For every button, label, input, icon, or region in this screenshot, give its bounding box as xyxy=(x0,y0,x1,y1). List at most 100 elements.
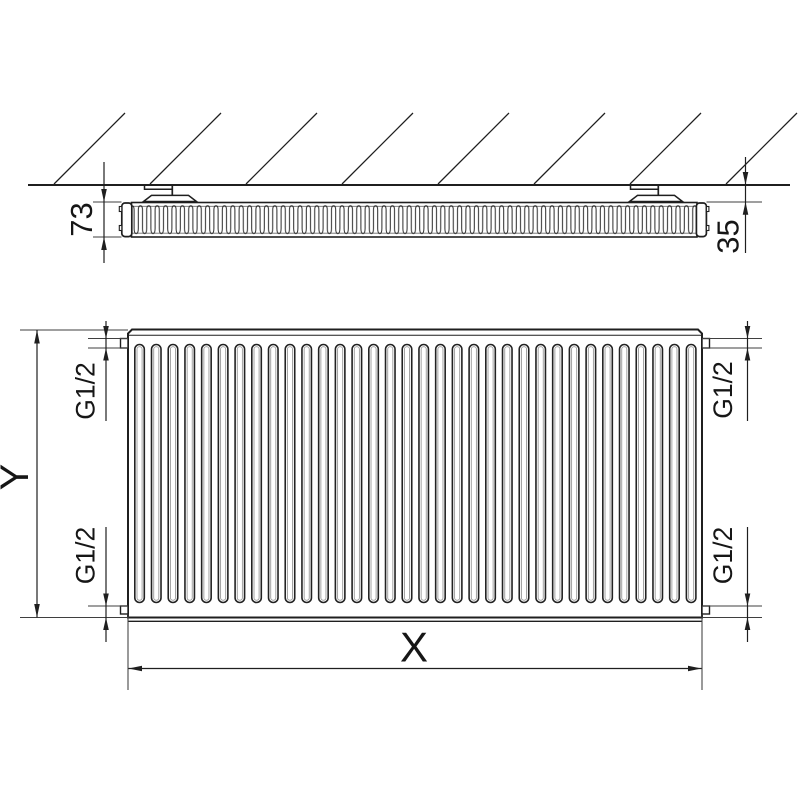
hatch-line xyxy=(53,112,126,185)
rib xyxy=(134,343,146,604)
hatch-line xyxy=(341,112,414,185)
rib xyxy=(518,343,530,604)
rib xyxy=(635,343,647,604)
rib xyxy=(351,343,363,604)
rib xyxy=(602,343,614,604)
mounting-bracket-left xyxy=(141,185,199,203)
wall-distance-dimension: 35 xyxy=(706,157,762,254)
rib-inner-line xyxy=(153,346,160,601)
rib-inner-line xyxy=(186,346,193,601)
rib-inner-line xyxy=(470,346,477,601)
arrowhead-up xyxy=(34,330,40,344)
rib-inner-line xyxy=(437,346,444,601)
rib-inner-line xyxy=(604,346,611,601)
rib xyxy=(317,343,329,604)
arrowhead-left xyxy=(128,665,142,672)
arrowhead-up xyxy=(101,237,107,250)
rib-inner-line xyxy=(320,346,327,601)
mounting-bracket-right xyxy=(627,185,685,203)
rib-inner-line xyxy=(454,346,461,601)
rib xyxy=(668,343,680,604)
rib xyxy=(334,343,346,604)
rib xyxy=(501,343,513,604)
rib-inner-line xyxy=(420,346,427,601)
rib xyxy=(551,343,563,604)
rib-inner-line xyxy=(169,346,176,601)
rib-inner-line xyxy=(220,346,227,601)
convector-fins xyxy=(132,204,697,236)
connection-dimension-bottom-right: G1/2 xyxy=(708,527,751,642)
rib xyxy=(301,343,313,604)
rib-inner-line xyxy=(487,346,494,601)
hatch-line xyxy=(149,112,222,185)
rib-inner-line xyxy=(520,346,527,601)
rib xyxy=(401,343,413,604)
rib-inner-line xyxy=(136,346,143,601)
end-cap-lugs xyxy=(118,205,710,232)
rib-inner-line xyxy=(688,346,695,601)
rib xyxy=(418,343,430,604)
rib xyxy=(685,343,697,604)
rib-inner-line xyxy=(587,346,594,601)
rib xyxy=(585,343,597,604)
rib xyxy=(468,343,480,604)
rib-inner-line xyxy=(621,346,628,601)
connection-dimension-top-left: G1/2 xyxy=(71,321,109,421)
radiator-front-view: Y X G1/2 G1/2 G1/2 xyxy=(0,321,762,690)
rib xyxy=(618,343,630,604)
rib-inner-line xyxy=(203,346,210,601)
connection-label-bottom-left: G1/2 xyxy=(71,527,101,584)
rib xyxy=(568,343,580,604)
rib-inner-line xyxy=(654,346,661,601)
rib-inner-line xyxy=(270,346,277,601)
rib-inner-line xyxy=(537,346,544,601)
hatch-line xyxy=(725,112,798,185)
rib xyxy=(251,343,263,604)
rib xyxy=(167,343,179,604)
connection-stub-top-right xyxy=(701,337,711,349)
height-dimension: Y xyxy=(0,330,40,618)
rib xyxy=(485,343,497,604)
hatch-line xyxy=(629,112,702,185)
radiator-ribs xyxy=(134,343,697,604)
rib-inner-line xyxy=(286,346,293,601)
wall-hatching xyxy=(53,112,798,185)
rib-inner-line xyxy=(504,346,511,601)
end-cap-right xyxy=(695,202,708,238)
wall-distance-dimension-label: 35 xyxy=(711,219,746,253)
arrowhead-up xyxy=(742,202,749,215)
rib-inner-line xyxy=(571,346,578,601)
arrowhead-down xyxy=(742,172,749,185)
rib xyxy=(284,343,296,604)
rib xyxy=(150,343,162,604)
rib-inner-line xyxy=(671,346,678,601)
connection-label-top-left: G1/2 xyxy=(71,362,101,419)
connection-stub-top-left xyxy=(119,337,129,349)
rib-inner-line xyxy=(403,346,410,601)
rib xyxy=(451,343,463,604)
arrowhead-down xyxy=(34,604,40,618)
rib xyxy=(535,343,547,604)
rib xyxy=(200,343,212,604)
rib-inner-line xyxy=(387,346,394,601)
connection-dimension-bottom-left: G1/2 xyxy=(71,527,109,642)
rib-inner-line xyxy=(236,346,243,601)
rib-inner-line xyxy=(638,346,645,601)
arrowhead-down xyxy=(101,189,107,202)
connection-dimension-top-right: G1/2 xyxy=(708,321,751,421)
rib xyxy=(384,343,396,604)
rib xyxy=(368,343,380,604)
extension-lines xyxy=(20,329,762,690)
hatch-line xyxy=(437,112,510,185)
connection-stub-bottom-left xyxy=(119,605,129,615)
end-cap-left xyxy=(120,202,133,238)
rib xyxy=(652,343,664,604)
connection-label-top-right: G1/2 xyxy=(708,361,738,418)
extension-lines xyxy=(93,201,122,238)
rib xyxy=(234,343,246,604)
rib-inner-line xyxy=(353,346,360,601)
hatch-line xyxy=(245,112,318,185)
depth-dimension-label: 73 xyxy=(64,202,99,236)
